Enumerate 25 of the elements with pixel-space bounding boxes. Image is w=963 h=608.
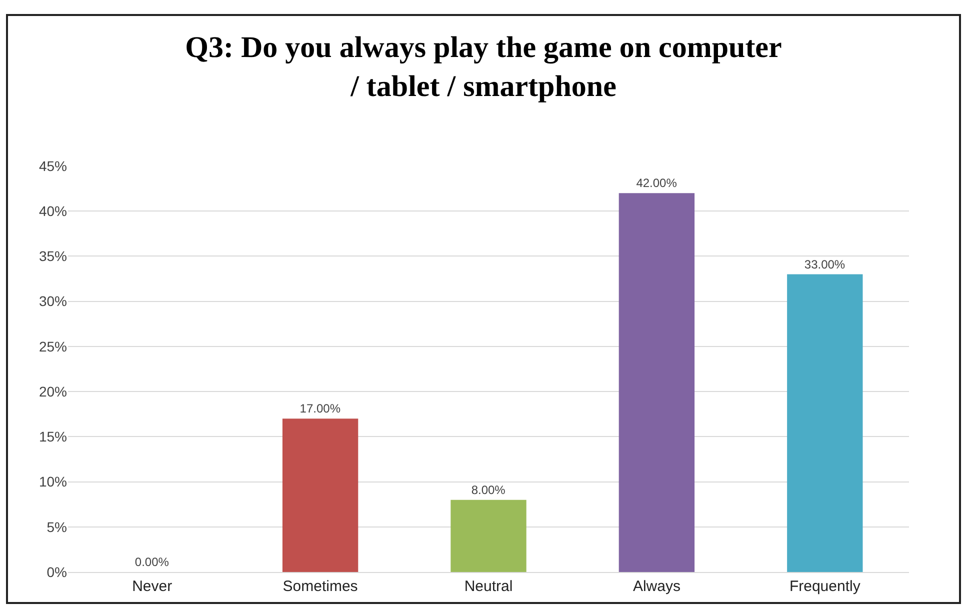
data-label: 17.00%: [300, 402, 341, 416]
y-tick-label: 10%: [38, 474, 67, 490]
y-tick-label: 30%: [38, 293, 67, 310]
y-tick-label: 15%: [38, 428, 67, 445]
data-label: 42.00%: [636, 176, 678, 190]
data-label: 33.00%: [804, 257, 846, 272]
data-label: 8.00%: [471, 482, 506, 497]
x-tick-label: Neutral: [464, 578, 513, 595]
y-tick-label: 45%: [38, 158, 67, 174]
x-tick-label: Always: [632, 578, 680, 595]
data-label: 0.00%: [134, 555, 170, 569]
bar: [282, 418, 358, 572]
y-tick-label: 0%: [46, 564, 67, 580]
x-tick-label: Sometimes: [282, 578, 358, 595]
bar: [618, 193, 695, 572]
bar: [450, 500, 526, 572]
y-tick-label: 20%: [38, 383, 67, 400]
bar: [787, 274, 863, 572]
y-tick-label: 35%: [38, 248, 67, 264]
y-tick-label: 25%: [38, 338, 67, 354]
x-tick-label: Never: [132, 578, 172, 595]
x-tick-label: Frequently: [789, 578, 861, 595]
y-tick-label: 5%: [46, 518, 67, 535]
chart-title: Q3: Do you always play the game on computer / tablet / smartphone: [185, 31, 782, 104]
y-tick-label: 40%: [38, 203, 67, 220]
